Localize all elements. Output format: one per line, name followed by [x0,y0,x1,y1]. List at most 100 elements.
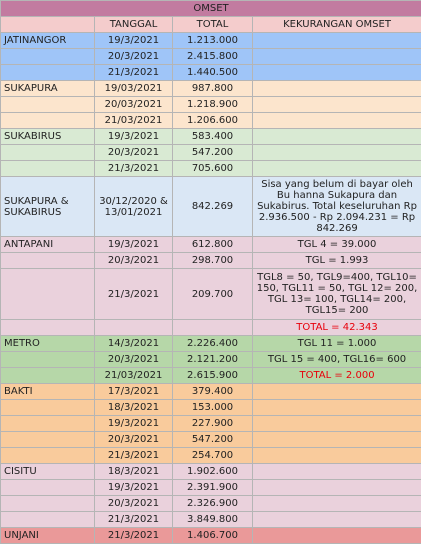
total-cell[interactable]: 2.226.400 [172,335,253,352]
total-cell[interactable]: 379.400 [172,383,253,400]
total-cell[interactable]: 2.615.900 [172,367,253,384]
branch-cell[interactable] [0,160,95,177]
note-cell[interactable]: TGL 11 = 1.000 [251,335,421,352]
total-cell[interactable]: 2.391.900 [172,479,253,496]
note-cell[interactable] [251,447,421,464]
branch-name[interactable]: ANTAPANI [0,236,95,253]
branch-cell[interactable] [0,96,95,113]
note-cell[interactable] [251,48,421,65]
note-cell[interactable]: TGL8 = 50, TGL9=400, TGL10= 150, TGL11 =… [251,268,421,320]
branch-name[interactable]: CISITU [0,463,95,480]
branch-cell[interactable] [0,252,95,269]
total-cell[interactable]: 1.206.600 [172,112,253,129]
date-cell[interactable]: 18/3/2021 [94,399,173,416]
total-cell[interactable]: 612.800 [172,236,253,253]
total-cell[interactable]: 3.849.800 [172,511,253,528]
date-cell[interactable]: 20/03/2021 [94,96,173,113]
total-cell[interactable]: 1.213.000 [172,32,253,49]
total-note-cell[interactable]: TOTAL = 2.000 [251,367,421,384]
note-cell[interactable] [251,383,421,400]
date-cell[interactable]: 17/3/2021 [94,383,173,400]
sheet-title[interactable]: OMSET [0,0,421,17]
branch-cell[interactable] [0,431,95,448]
total-cell[interactable]: 547.200 [172,144,253,161]
date-cell[interactable]: 20/3/2021 [94,48,173,65]
total-cell[interactable]: 1.406.700 [172,527,253,544]
branch-cell[interactable] [0,112,95,129]
date-cell[interactable]: 19/3/2021 [94,32,173,49]
branch-name[interactable]: METRO [0,335,95,352]
date-cell[interactable]: 14/3/2021 [94,335,173,352]
note-cell[interactable]: Sisa yang belum di bayar oleh Bu hanna S… [251,176,421,237]
date-cell[interactable]: 20/3/2021 [94,351,173,368]
date-cell[interactable]: 21/3/2021 [94,64,173,81]
branch-cell[interactable] [0,495,95,512]
total-cell[interactable]: 298.700 [172,252,253,269]
date-cell[interactable]: 21/3/2021 [94,527,173,544]
note-cell[interactable] [251,32,421,49]
date-cell[interactable]: 19/3/2021 [94,236,173,253]
note-cell[interactable] [251,511,421,528]
total-cell[interactable]: 1.218.900 [172,96,253,113]
date-cell[interactable]: 19/3/2021 [94,128,173,145]
note-cell[interactable] [251,527,421,544]
date-cell[interactable]: 18/3/2021 [94,463,173,480]
note-cell[interactable] [251,160,421,177]
total-cell[interactable]: 705.600 [172,160,253,177]
date-cell[interactable]: 19/3/2021 [94,415,173,432]
total-cell[interactable]: 583.400 [172,128,253,145]
branch-cell[interactable] [0,144,95,161]
date-cell[interactable]: 21/3/2021 [94,447,173,464]
branch-cell[interactable] [0,399,95,416]
total-cell[interactable]: 2.415.800 [172,48,253,65]
branch-cell[interactable] [0,367,95,384]
note-cell[interactable] [251,144,421,161]
note-cell[interactable] [251,80,421,97]
note-cell[interactable] [251,399,421,416]
branch-cell[interactable] [0,447,95,464]
total-cell[interactable] [172,319,253,336]
date-cell[interactable]: 21/03/2021 [94,367,173,384]
date-cell[interactable]: 20/3/2021 [94,431,173,448]
total-cell[interactable]: 209.700 [172,268,253,320]
branch-cell[interactable] [0,319,95,336]
total-cell[interactable]: 547.200 [172,431,253,448]
total-cell[interactable]: 1.902.600 [172,463,253,480]
total-cell[interactable]: 254.700 [172,447,253,464]
note-cell[interactable] [251,64,421,81]
header-tanggal[interactable]: TANGGAL [94,16,173,33]
total-cell[interactable]: 987.800 [172,80,253,97]
branch-cell[interactable] [0,268,95,320]
total-cell[interactable]: 153.000 [172,399,253,416]
header-total[interactable]: TOTAL [172,16,253,33]
branch-name[interactable]: JATINANGOR [0,32,95,49]
note-cell[interactable] [251,495,421,512]
branch-name[interactable]: UNJANI [0,527,95,544]
note-cell[interactable]: TGL = 1.993 [251,252,421,269]
branch-name[interactable]: SUKAPURA [0,80,95,97]
total-note-cell[interactable]: TOTAL = 42.343 [251,319,421,336]
branch-cell[interactable] [0,511,95,528]
branch-cell[interactable] [0,479,95,496]
date-cell[interactable]: 20/3/2021 [94,252,173,269]
total-cell[interactable]: 2.326.900 [172,495,253,512]
header-kekurangan[interactable]: KEKURANGAN OMSET [251,16,421,33]
date-cell[interactable]: 30/12/2020 & 13/01/2021 [94,176,173,237]
branch-cell[interactable] [0,48,95,65]
note-cell[interactable]: TGL 4 = 39.000 [251,236,421,253]
date-cell[interactable]: 21/03/2021 [94,112,173,129]
date-cell[interactable]: 19/3/2021 [94,479,173,496]
date-cell[interactable] [94,319,173,336]
note-cell[interactable] [251,96,421,113]
note-cell[interactable] [251,112,421,129]
date-cell[interactable]: 20/3/2021 [94,495,173,512]
branch-name[interactable]: BAKTI [0,383,95,400]
note-cell[interactable] [251,415,421,432]
branch-cell[interactable] [0,351,95,368]
header-name[interactable] [0,16,95,33]
date-cell[interactable]: 21/3/2021 [94,268,173,320]
date-cell[interactable]: 20/3/2021 [94,144,173,161]
total-cell[interactable]: 1.440.500 [172,64,253,81]
note-cell[interactable] [251,128,421,145]
branch-name[interactable]: SUKAPURA & SUKABIRUS [0,176,95,237]
